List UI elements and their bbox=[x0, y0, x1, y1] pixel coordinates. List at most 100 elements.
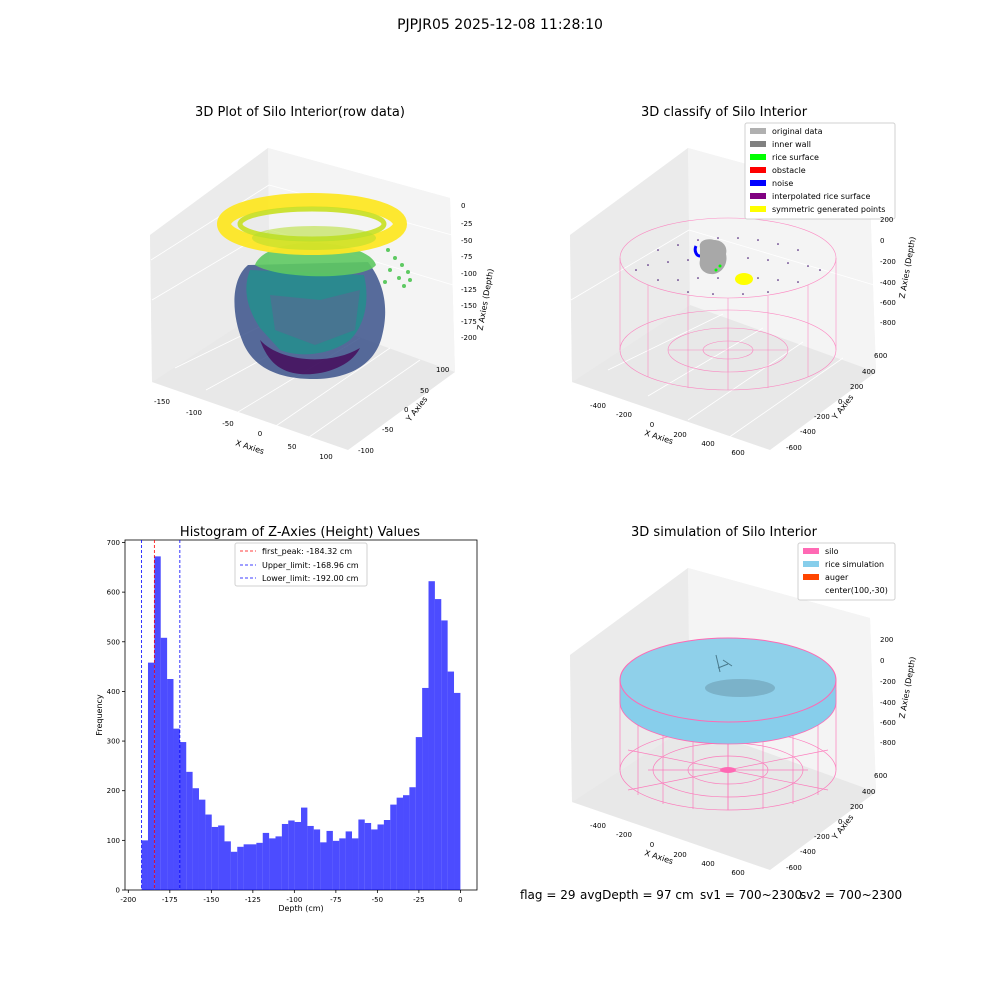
reference-lines bbox=[141, 540, 181, 890]
histogram-bar bbox=[364, 822, 372, 890]
avg-depth-status: avgDepth = 97 cm bbox=[580, 888, 694, 902]
legend-swatch bbox=[750, 206, 766, 212]
sim-ztick: -600 bbox=[880, 719, 896, 727]
sim-ytick: 400 bbox=[862, 788, 875, 796]
sim-ztick: -800 bbox=[880, 739, 896, 747]
histogram-bar bbox=[320, 842, 327, 890]
sim-xtick: -200 bbox=[616, 831, 632, 839]
legend-label: noise bbox=[772, 179, 793, 188]
sim-xtick: 0 bbox=[650, 841, 654, 849]
classify-xtick: 600 bbox=[731, 449, 744, 457]
histogram-bar bbox=[256, 842, 263, 890]
classify-legend: original data inner wall rice surface ob… bbox=[744, 122, 896, 220]
histogram-bar bbox=[294, 821, 301, 890]
histogram-bar bbox=[147, 662, 155, 890]
sim-xtick: 400 bbox=[701, 860, 714, 868]
raw-data-3d-plot[interactable]: 3D Plot of Silo Interior(row data) 0 -25… bbox=[120, 100, 500, 460]
histogram-bar bbox=[339, 838, 346, 890]
histogram-bar bbox=[434, 599, 442, 890]
classify-xtick: 400 bbox=[701, 440, 714, 448]
legend-label: original data bbox=[772, 127, 823, 136]
histogram-bar bbox=[345, 831, 353, 890]
simulation-3d-plot[interactable]: 3D simulation of Silo Interior silo rice… bbox=[548, 520, 928, 880]
classify-ytick: 400 bbox=[862, 368, 875, 376]
histogram-bar bbox=[160, 637, 168, 890]
raw-ztick: -25 bbox=[461, 220, 472, 228]
sim-xtick: -400 bbox=[590, 822, 606, 830]
raw-ytick: -100 bbox=[358, 447, 374, 455]
raw-ytick: 50 bbox=[420, 387, 429, 395]
raw-ytick: 100 bbox=[436, 366, 449, 374]
raw-xtick: 50 bbox=[288, 443, 297, 451]
x-tick-label: -200 bbox=[120, 896, 136, 904]
flag-status: flag = 29 bbox=[520, 888, 576, 902]
classify-ztick: -800 bbox=[880, 319, 896, 327]
classify-xtick: -400 bbox=[590, 402, 606, 410]
legend-swatch bbox=[803, 574, 819, 580]
legend-swatch bbox=[750, 180, 766, 186]
raw-xtick: -150 bbox=[154, 398, 170, 406]
histogram-bar bbox=[307, 825, 314, 890]
classify-ztick: 200 bbox=[880, 216, 893, 224]
histogram-bar bbox=[377, 824, 384, 890]
silo-wireframe bbox=[619, 217, 837, 391]
raw-ytick: -50 bbox=[382, 426, 393, 434]
y-axis-ticks: 0 100 200 300 400 500 600 700 bbox=[107, 539, 125, 895]
raw-ztick: -100 bbox=[461, 270, 477, 278]
histogram-bar bbox=[371, 829, 378, 890]
histogram-bar bbox=[288, 820, 295, 890]
y-axis-label: Frequency bbox=[95, 694, 104, 736]
legend-swatch bbox=[803, 548, 819, 554]
raw-xtick: 0 bbox=[258, 430, 262, 438]
rice-simulation-surface bbox=[619, 637, 837, 745]
legend-label: symmetric generated points bbox=[772, 205, 885, 214]
sim-ztick: 0 bbox=[880, 657, 884, 665]
y-tick-label: 200 bbox=[107, 787, 120, 795]
legend-swatch bbox=[803, 561, 819, 567]
histogram-chart[interactable]: Histogram of Z-Axies (Height) Values -20… bbox=[82, 520, 492, 920]
histogram-bar bbox=[269, 838, 276, 890]
histogram-bar bbox=[281, 823, 289, 890]
x-tick-label: -100 bbox=[286, 896, 302, 904]
legend-label: Upper_limit: -168.96 cm bbox=[262, 561, 359, 570]
histogram-bar bbox=[275, 836, 282, 890]
classify-zlabel: Z Axies (Depth) bbox=[898, 236, 918, 299]
x-tick-label: -150 bbox=[203, 896, 219, 904]
histogram-bar bbox=[332, 840, 340, 890]
histogram-bar bbox=[141, 840, 148, 890]
classify-3d-plot[interactable]: 3D classify of Silo Interior bbox=[548, 100, 928, 460]
histogram-bar bbox=[224, 841, 231, 890]
histogram-title: Histogram of Z-Axies (Height) Values bbox=[180, 525, 420, 540]
raw-point-cloud bbox=[217, 193, 412, 380]
figure-title: PJPJR05 2025-12-08 11:28:10 bbox=[397, 17, 603, 33]
legend-label: Lower_limit: -192.00 cm bbox=[262, 574, 359, 583]
raw-ztick: -50 bbox=[461, 237, 472, 245]
histogram-bar bbox=[262, 832, 270, 890]
y-tick-label: 700 bbox=[107, 539, 120, 547]
y-tick-label: 300 bbox=[107, 738, 120, 746]
legend-label: rice simulation bbox=[825, 560, 884, 569]
classify-grid bbox=[570, 229, 875, 439]
legend-label: obstacle bbox=[772, 166, 806, 175]
classify-xtick: 200 bbox=[673, 431, 686, 439]
histogram-bar bbox=[301, 807, 308, 890]
histogram-bar bbox=[218, 825, 225, 890]
x-axis-ticks: -200 -175 -150 -125 -100 -75 -50 -25 0 bbox=[120, 890, 463, 904]
x-tick-label: 0 bbox=[458, 896, 462, 904]
raw-xtick: 100 bbox=[319, 453, 332, 460]
histogram-bar bbox=[403, 795, 410, 890]
sim-ytick: -600 bbox=[786, 864, 802, 872]
sim-ytick: 200 bbox=[850, 803, 863, 811]
histogram-bars bbox=[141, 556, 461, 890]
legend-swatch bbox=[750, 141, 766, 147]
sim-ztick: -200 bbox=[880, 678, 896, 686]
x-axis-label: Depth (cm) bbox=[278, 904, 323, 913]
classify-xtick: -200 bbox=[616, 411, 632, 419]
sv2-status: sv2 = 700~2300 bbox=[800, 888, 903, 902]
raw-plot-title: 3D Plot of Silo Interior(row data) bbox=[195, 105, 405, 120]
histogram-bar bbox=[243, 844, 250, 890]
y-tick-label: 600 bbox=[107, 589, 120, 597]
sim-ytick: -200 bbox=[814, 833, 830, 841]
classify-ytick: -200 bbox=[814, 413, 830, 421]
histogram-bar bbox=[211, 826, 219, 890]
